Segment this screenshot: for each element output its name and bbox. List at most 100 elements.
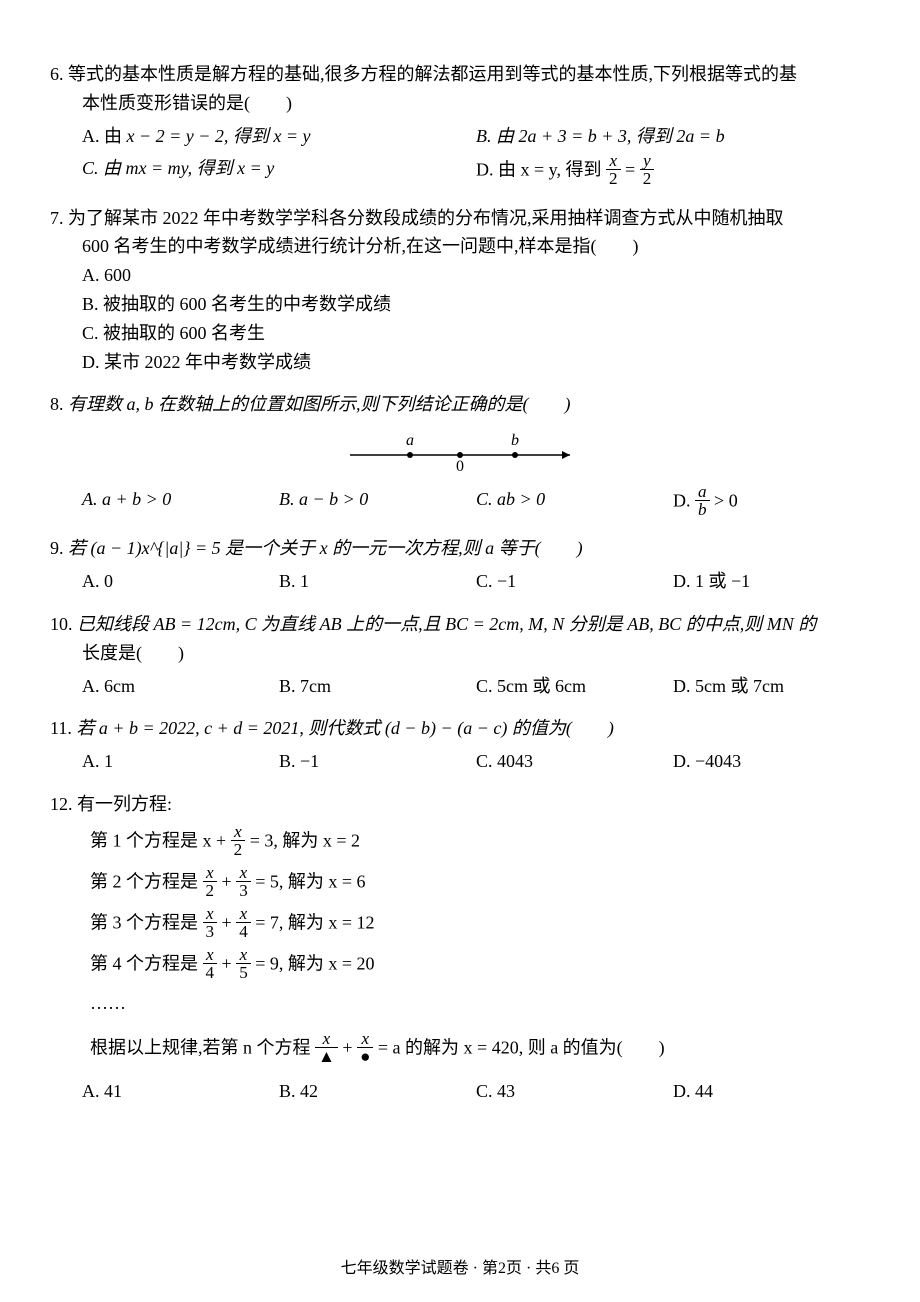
- q12-p2-pre: 第 2 个方程是: [90, 872, 203, 892]
- q7-option-d: D. 某市 2022 年中考数学成绩: [50, 348, 870, 377]
- q12-p4-f2d: 5: [236, 964, 251, 981]
- q12-p1-den: 2: [231, 841, 246, 858]
- q12-p3-f1d: 3: [203, 923, 218, 940]
- q6-option-b: B. 由 2a + 3 = b + 3, 得到 2a = b: [476, 122, 870, 151]
- q10-stem-line1: 已知线段 AB = 12cm, C 为直线 AB 上的一点,且 BC = 2cm…: [77, 614, 816, 634]
- q12-p2-f2n: x: [236, 864, 251, 882]
- q9-option-c: C. −1: [476, 567, 673, 596]
- q12-p2-f1n: x: [203, 864, 218, 882]
- question-10: 10. 已知线段 AB = 12cm, C 为直线 AB 上的一点,且 BC =…: [50, 610, 870, 700]
- q7-option-c: C. 被抽取的 600 名考生: [50, 319, 870, 348]
- q6-stem-line2: 本性质变形错误的是( ): [50, 89, 870, 118]
- q10-option-c: C. 5cm 或 6cm: [476, 672, 673, 701]
- q8-number: 8.: [50, 394, 64, 414]
- q12-option-d: D. 44: [673, 1077, 870, 1106]
- svg-text:b: b: [511, 432, 519, 449]
- q12-p2-post: = 5, 解为 x = 6: [251, 872, 366, 892]
- question-9: 9. 若 (a − 1)x^{|a|} = 5 是一个关于 x 的一元一次方程,…: [50, 534, 870, 596]
- q10-option-d: D. 5cm 或 7cm: [673, 672, 870, 701]
- q8-stem: 有理数 a, b 在数轴上的位置如图所示,则下列结论正确的是( ): [68, 394, 571, 414]
- q6-d-frac1-den: 2: [606, 170, 621, 187]
- q6-stem-line1: 等式的基本性质是解方程的基础,很多方程的解法都运用到等式的基本性质,下列根据等式…: [68, 64, 797, 84]
- q12-p4-pre: 第 4 个方程是: [90, 954, 203, 974]
- q12-p3-frac1: x3: [203, 905, 218, 940]
- q9-option-b: B. 1: [279, 567, 476, 596]
- q7-option-b: B. 被抽取的 600 名考生的中考数学成绩: [50, 290, 870, 319]
- q12-p4-frac1: x4: [203, 946, 218, 981]
- q12-number: 12.: [50, 794, 73, 814]
- q12-p2-frac1: x2: [203, 864, 218, 899]
- q12-p3-plus: +: [217, 913, 236, 933]
- q12-p3-pre: 第 3 个方程是: [90, 913, 203, 933]
- q8-option-c: C. ab > 0: [476, 485, 673, 520]
- q8-options: A. a + b > 0 B. a − b > 0 C. ab > 0 D. a…: [50, 485, 870, 520]
- q12-p4-post: = 9, 解为 x = 20: [251, 954, 375, 974]
- q12-p1-num: x: [231, 823, 246, 841]
- q12-option-a: A. 41: [82, 1077, 279, 1106]
- q12-p2-frac2: x3: [236, 864, 251, 899]
- q12-p1-pre: 第 1 个方程是 x +: [90, 830, 231, 850]
- q6-d-pre: D. 由 x = y, 得到: [476, 160, 606, 180]
- q12-p4-plus: +: [217, 954, 236, 974]
- page-footer: 七年级数学试题卷 · 第2页 · 共6 页: [0, 1256, 920, 1282]
- q12-p4-f2n: x: [236, 946, 251, 964]
- q10-stem-line2: 长度是( ): [50, 639, 870, 668]
- q11-options: A. 1 B. −1 C. 4043 D. −4043: [50, 747, 870, 776]
- svg-text:0: 0: [456, 458, 464, 475]
- q6-a-pre: A. 由: [82, 126, 127, 146]
- q9-number: 9.: [50, 538, 64, 558]
- q12-final-pre: 根据以上规律,若第 n 个方程: [90, 1038, 315, 1058]
- q8-number-line: a b 0: [50, 425, 870, 475]
- q6-number: 6.: [50, 64, 64, 84]
- q7-number: 7.: [50, 208, 64, 228]
- q12-final-f2n: x: [357, 1030, 373, 1048]
- question-8: 8. 有理数 a, b 在数轴上的位置如图所示,则下列结论正确的是( ) a b…: [50, 390, 870, 520]
- q12-final: 根据以上规律,若第 n 个方程 x▲ + x● = a 的解为 x = 420,…: [50, 1032, 870, 1067]
- q10-number: 10.: [50, 614, 73, 634]
- q11-stem: 若 a + b = 2022, c + d = 2021, 则代数式 (d − …: [76, 718, 613, 738]
- q12-stem: 有一列方程:: [77, 794, 172, 814]
- q9-options: A. 0 B. 1 C. −1 D. 1 或 −1: [50, 567, 870, 596]
- q12-p1-post: = 3, 解为 x = 2: [245, 830, 360, 850]
- q12-p1-frac: x2: [231, 823, 246, 858]
- number-line-svg: a b 0: [330, 425, 590, 475]
- q12-p3-f1n: x: [203, 905, 218, 923]
- q11-option-b: B. −1: [279, 747, 476, 776]
- q12-eq-1: 第 1 个方程是 x + x2 = 3, 解为 x = 2: [50, 825, 870, 860]
- q8-d-frac-den: b: [695, 501, 710, 518]
- q12-final-post: = a 的解为 x = 420, 则 a 的值为( ): [373, 1038, 664, 1058]
- q12-p3-frac2: x4: [236, 905, 251, 940]
- q12-ellipsis: ……: [50, 989, 870, 1018]
- q12-eq-3: 第 3 个方程是 x3 + x4 = 7, 解为 x = 12: [50, 907, 870, 942]
- q12-final-f1d: ▲: [315, 1048, 338, 1065]
- q10-option-b: B. 7cm: [279, 672, 476, 701]
- q10-options: A. 6cm B. 7cm C. 5cm 或 6cm D. 5cm 或 7cm: [50, 672, 870, 701]
- q6-d-frac1-num: x: [606, 152, 621, 170]
- q12-p3-f2n: x: [236, 905, 251, 923]
- q6-d-frac2: y2: [640, 152, 655, 187]
- q8-option-d: D. ab > 0: [673, 485, 870, 520]
- question-7: 7. 为了解某市 2022 年中考数学学科各分数段成绩的分布情况,采用抽样调查方…: [50, 204, 870, 377]
- q12-p2-f1d: 2: [203, 882, 218, 899]
- q12-final-f1n: x: [315, 1030, 338, 1048]
- svg-text:a: a: [406, 432, 414, 449]
- q6-d-frac2-num: y: [640, 152, 655, 170]
- q12-final-plus: +: [338, 1038, 357, 1058]
- q6-d-eq: =: [621, 160, 640, 180]
- q7-stem-line2: 600 名考生的中考数学成绩进行统计分析,在这一问题中,样本是指( ): [50, 232, 870, 261]
- q6-b-math: B. 由 2a + 3 = b + 3, 得到 2a = b: [476, 126, 725, 146]
- q12-eq-2: 第 2 个方程是 x2 + x3 = 5, 解为 x = 6: [50, 866, 870, 901]
- q11-option-c: C. 4043: [476, 747, 673, 776]
- q6-option-a: A. 由 x − 2 = y − 2, 得到 x = y: [82, 122, 476, 151]
- q7-option-a: A. 600: [50, 261, 870, 290]
- q12-p3-f2d: 4: [236, 923, 251, 940]
- q12-option-b: B. 42: [279, 1077, 476, 1106]
- q8-option-b: B. a − b > 0: [279, 485, 476, 520]
- q12-p3-post: = 7, 解为 x = 12: [251, 913, 375, 933]
- q12-p2-f2d: 3: [236, 882, 251, 899]
- q8-d-frac-num: a: [695, 483, 710, 501]
- q11-number: 11.: [50, 718, 72, 738]
- q12-final-frac2: x●: [357, 1030, 373, 1065]
- q6-options-row1: A. 由 x − 2 = y − 2, 得到 x = y B. 由 2a + 3…: [50, 122, 870, 151]
- q6-options-row2: C. 由 mx = my, 得到 x = y D. 由 x = y, 得到 x2…: [50, 154, 870, 189]
